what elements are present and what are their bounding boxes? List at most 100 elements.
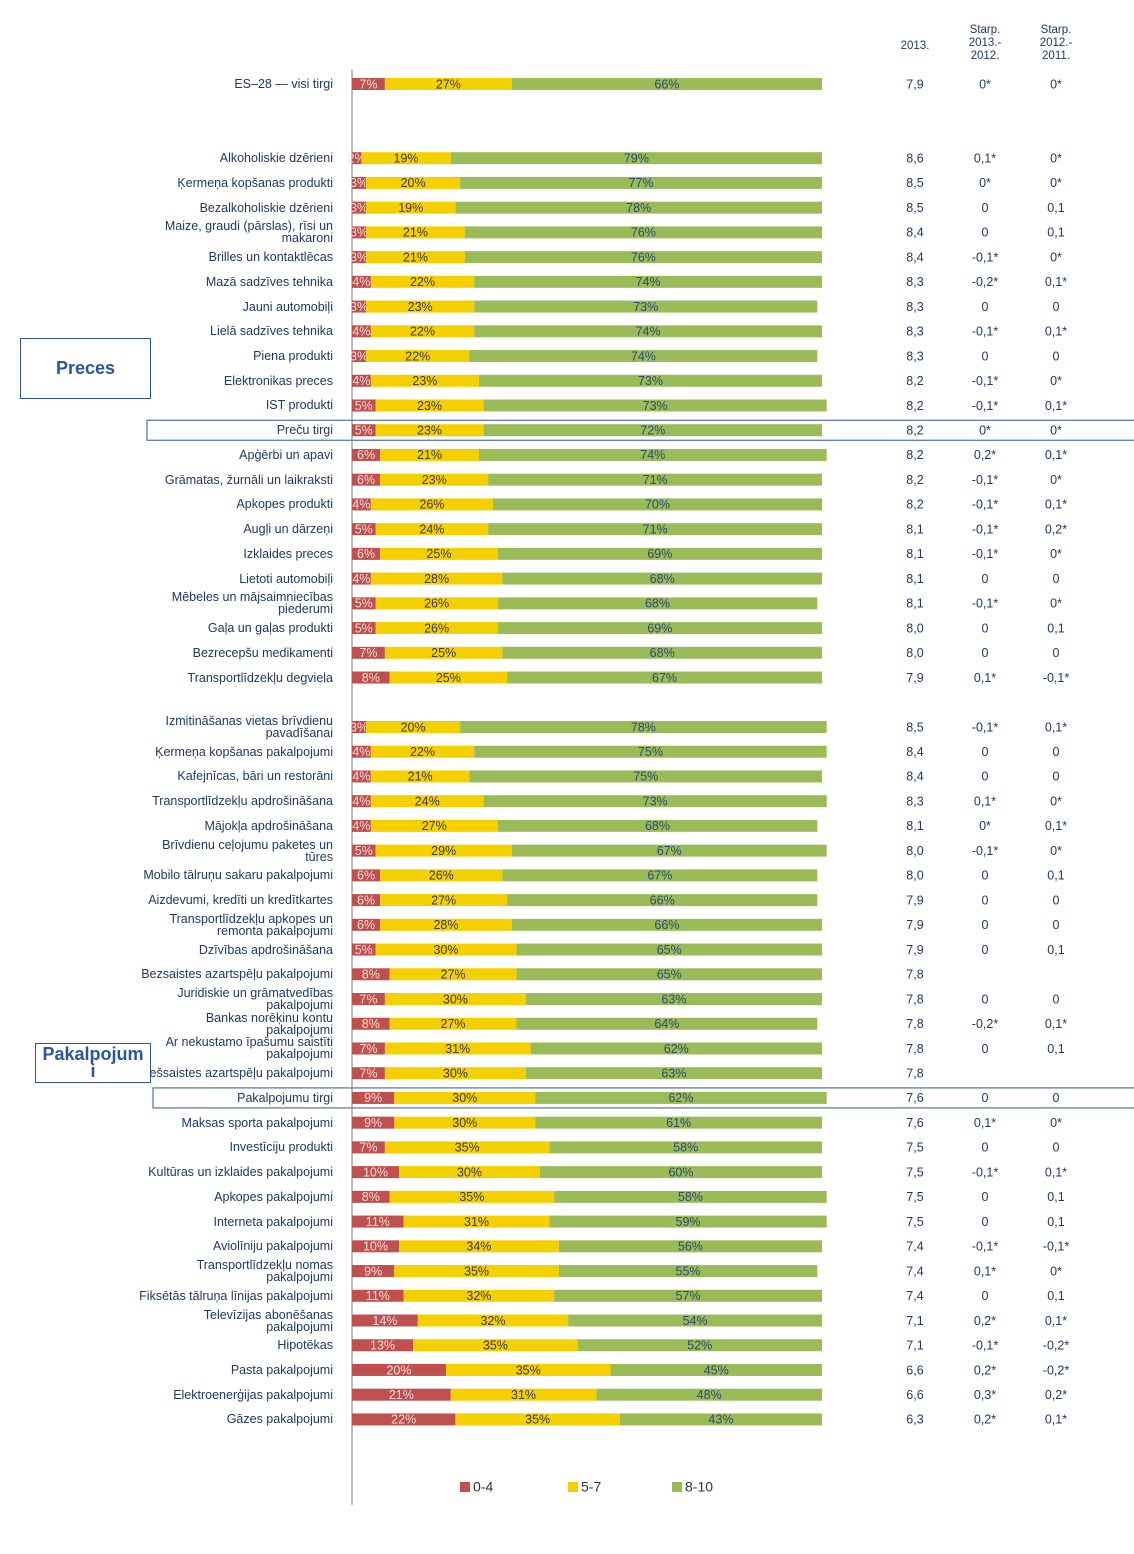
bar-segment [554, 1289, 822, 1302]
bar-label: 78% [626, 201, 651, 215]
row-label: Aizdevumi, kredīti un kredītkartes [148, 893, 333, 908]
bar-label: 21% [408, 770, 433, 784]
bar-label: 27% [441, 1017, 466, 1031]
bar-segment [375, 844, 512, 857]
bar-label: 73% [643, 399, 668, 413]
row-label: Brilles un kontaktlēcas [208, 250, 333, 265]
bar-label: 68% [645, 597, 670, 611]
row-label: Ķermeņa kopšanas pakalpojumi [155, 744, 333, 759]
column-value: -0,1* [972, 399, 999, 413]
row-label: Mazā sadzīves tehnika [205, 274, 333, 289]
bar-label: 27% [436, 77, 461, 91]
bar-segment [352, 918, 381, 931]
bar-segment [352, 1067, 385, 1080]
row-label: Mobilo tālruņu sakaru pakalpojumi [143, 868, 333, 883]
bar-segment [352, 1215, 404, 1228]
row-label: Transportlīdzekļu apdrošināšana [152, 794, 333, 809]
bar-segment [361, 152, 451, 165]
bar-segment [474, 745, 827, 758]
bar-label: 21% [403, 250, 428, 264]
bar-label: 9% [364, 1264, 382, 1278]
bar-label: 73% [633, 300, 658, 314]
bar-label: 59% [676, 1215, 701, 1229]
column-value: 8,2 [906, 473, 923, 487]
column-value: 0 [1053, 646, 1060, 660]
bar-segment [535, 1091, 827, 1104]
bar-label: 68% [645, 819, 670, 833]
bar-segment [352, 869, 381, 882]
bar-label: 25% [431, 646, 456, 660]
bar-label: 60% [668, 1165, 693, 1179]
bar-segment [370, 572, 503, 585]
bar-segment [352, 597, 376, 610]
bar-segment [352, 1141, 385, 1154]
bar-label: 35% [525, 1413, 550, 1427]
bar-label: 22% [410, 275, 435, 289]
bar-label: 54% [683, 1314, 708, 1328]
column-value: 0* [1050, 1116, 1062, 1130]
column-value: 7,6 [906, 1116, 923, 1130]
bar-label: 27% [431, 893, 456, 907]
bar-label: 10% [363, 1240, 388, 1254]
bar-label: 3% [350, 349, 368, 363]
column-value: 0* [1050, 597, 1062, 611]
bar-segment [352, 1388, 451, 1401]
bar-label: 30% [433, 943, 458, 957]
column-header: Starp. [970, 24, 1001, 36]
bar-segment [535, 1116, 822, 1129]
bar-label: 8% [362, 1017, 380, 1031]
bar-label: 26% [419, 498, 444, 512]
bar-label: 6% [357, 448, 375, 462]
column-value: -0,2* [972, 1017, 999, 1031]
bar-label: 3% [350, 201, 368, 215]
bar-label: 56% [678, 1240, 703, 1254]
bar-label: 20% [386, 1363, 411, 1377]
bar-segment [380, 918, 512, 931]
row-label: Gāzes pakalpojumi [226, 1412, 333, 1427]
row-label: Izklaides preces [243, 546, 333, 561]
column-value: -0,1* [972, 1240, 999, 1254]
bar-label: 25% [426, 547, 451, 561]
bar-label: 23% [417, 399, 442, 413]
bar-segment [389, 1190, 555, 1203]
bar-label: 4% [352, 794, 370, 808]
bar-label: 22% [410, 745, 435, 759]
column-value: 7,1 [906, 1314, 923, 1328]
column-value: 0 [982, 770, 989, 784]
bar-segment [389, 671, 508, 684]
column-value: 0,1 [1047, 943, 1064, 957]
column-value: 7,9 [906, 671, 923, 685]
column-value: 0,1* [1045, 448, 1067, 462]
column-value: 0,1* [974, 1264, 996, 1278]
column-value: -0,1* [972, 325, 999, 339]
legend-label: 8-10 [685, 1479, 713, 1495]
bar-segment [352, 152, 362, 165]
bar-label: 11% [366, 1215, 390, 1229]
column-value: 7,4 [906, 1264, 923, 1278]
bar-label: 63% [661, 1066, 686, 1080]
row-label: Mājokļa apdrošināšana [204, 818, 333, 833]
bar-label: 66% [654, 77, 679, 91]
bar-label: 69% [647, 621, 672, 635]
bar-label: 8% [362, 671, 380, 685]
row-label: Bezrecepšu medikamenti [192, 645, 333, 660]
bar-label: 31% [464, 1215, 489, 1229]
bar-label: 35% [464, 1264, 489, 1278]
bar-segment [464, 251, 822, 264]
bar-label: 71% [643, 522, 668, 536]
column-value: 6,3 [906, 1413, 923, 1427]
column-value: 0 [1053, 572, 1060, 586]
column-value: 8,2 [906, 498, 923, 512]
column-value: 0* [1050, 77, 1062, 91]
bar-label: 31% [511, 1388, 536, 1402]
bar-segment [483, 795, 827, 808]
column-value: 7,5 [906, 1190, 923, 1204]
bar-label: 78% [631, 720, 656, 734]
bar-label: 27% [422, 819, 447, 833]
column-value: 8,0 [906, 844, 923, 858]
column-header: 2013.- [969, 37, 1002, 49]
bar-segment [525, 1067, 822, 1080]
bar-segment [352, 176, 367, 189]
bar-label: 23% [408, 300, 433, 314]
bar-segment [596, 1388, 822, 1401]
